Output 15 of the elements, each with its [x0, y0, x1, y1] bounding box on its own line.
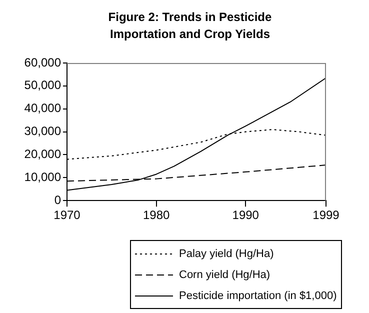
x-tick-label: 1980 [142, 208, 170, 222]
x-tick-label: 1970 [54, 208, 81, 222]
x-tick-label: 1990 [232, 208, 260, 222]
legend-label: Palay yield (Hg/Ha) [179, 248, 274, 260]
legend-label: Pesticide importation (in $1,000) [179, 290, 337, 302]
y-tick-label: 30,000 [24, 124, 62, 138]
y-tick-label: 50,000 [24, 78, 62, 92]
chart-title: Figure 2: Trends in Pesticide Importation and Crop Yields [107, 9, 273, 43]
y-tick-label: 20,000 [24, 147, 62, 162]
x-tick-label: 1999 [312, 208, 340, 222]
y-tick-label: 40,000 [24, 101, 62, 116]
legend-label: Corn yield (Hg/Ha) [179, 268, 270, 280]
y-tick-label: 10,000 [24, 170, 62, 184]
y-tick-label: 60,000 [24, 55, 62, 70]
y-tick-label: 0 [54, 192, 62, 207]
